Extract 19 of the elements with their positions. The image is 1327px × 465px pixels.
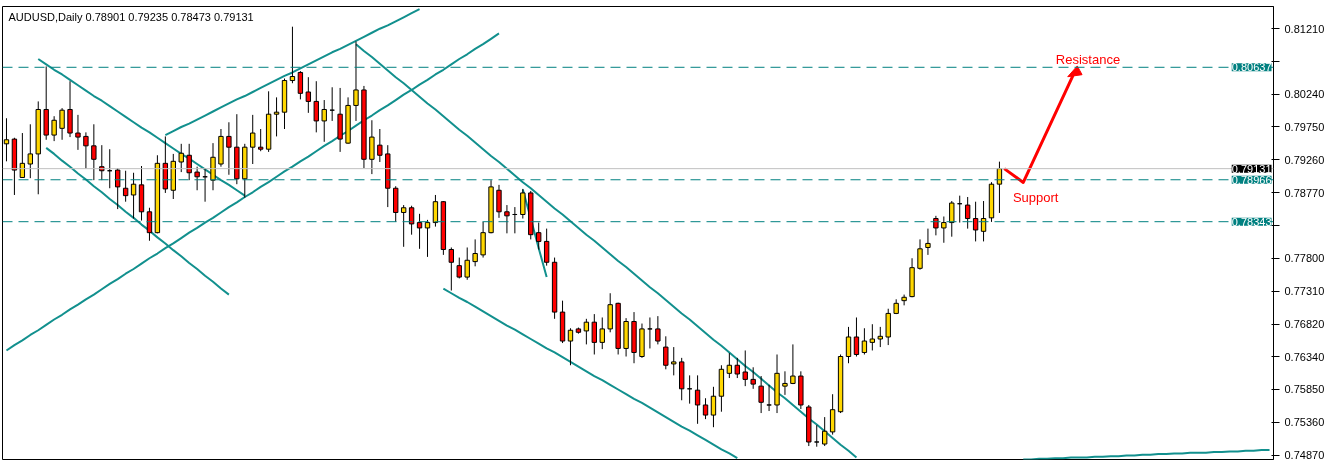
y-tick-label: 0.76820 xyxy=(1284,318,1325,331)
y-tick-label: 0.76340 xyxy=(1284,350,1325,363)
y-tick-label: 0.78770 xyxy=(1284,186,1325,199)
ref-line-label: 0.78343 xyxy=(1231,215,1272,228)
chart-title: AUDUSD,Daily 0.78901 0.79235 0.78473 0.79131 xyxy=(8,10,254,23)
ref-line-label: 0.80637 xyxy=(1231,61,1272,74)
annotation: Resistance xyxy=(1055,51,1121,67)
y-tick-label: 0.77310 xyxy=(1284,285,1325,298)
y-tick-label: 0.74870 xyxy=(1284,449,1325,462)
y-tick-label: 0.79750 xyxy=(1284,120,1325,133)
y-tick-label: 0.81210 xyxy=(1284,22,1325,35)
y-tick-label: 0.77800 xyxy=(1284,252,1325,265)
y-tick-label: 0.75360 xyxy=(1284,416,1325,429)
ref-line-label: 0.78966 xyxy=(1231,173,1272,186)
ref-line-label: 0.79131 xyxy=(1231,162,1272,175)
annotation: Support xyxy=(1012,189,1059,205)
y-tick-label: 0.75850 xyxy=(1284,383,1325,396)
y-tick-label: 0.79260 xyxy=(1284,153,1325,166)
y-tick-label: 0.80240 xyxy=(1284,88,1325,100)
